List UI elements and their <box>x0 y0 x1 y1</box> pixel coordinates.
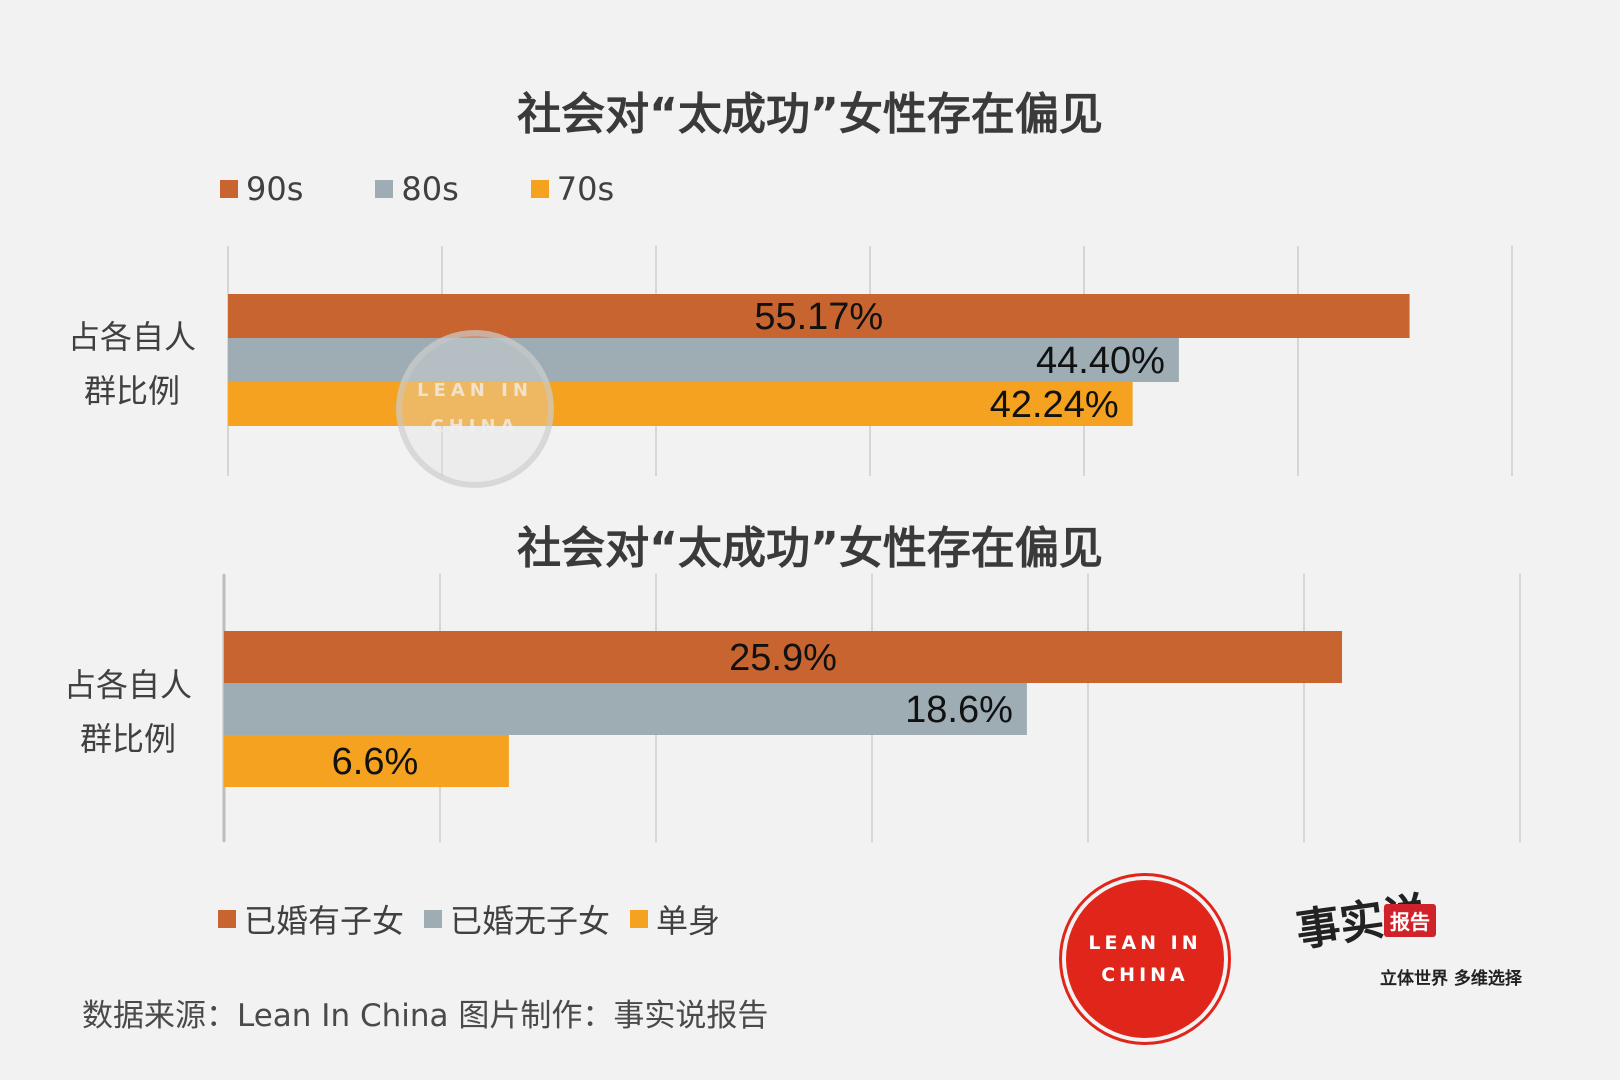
bar-value-label: 6.6% <box>332 741 419 783</box>
bar-value-label: 44.40% <box>1036 340 1165 382</box>
legend-label-90s: 90s <box>246 170 304 208</box>
legend-item-married-with-children: 已婚有子女 <box>218 896 404 942</box>
lean-in-china-logo: LEAN IN CHINA <box>1066 880 1224 1038</box>
legend-top: 90s 80s 70s <box>220 170 686 208</box>
category-label-line1: 占各自人 <box>63 666 192 704</box>
bar-90s <box>228 294 1410 338</box>
bar-已婚无子女 <box>224 683 1027 735</box>
category-label-top: 占各自人 群比例 <box>62 310 202 418</box>
legend-swatch-70s <box>530 180 549 198</box>
legend-item-70s: 70s <box>530 170 615 208</box>
legend-item-single: 单身 <box>630 896 720 942</box>
bar-70s <box>228 382 1133 426</box>
lean-in-logo-line1: LEAN IN <box>1088 932 1202 954</box>
legend-label-70s: 70s <box>556 170 615 208</box>
legend-swatch-married-with-children <box>218 910 236 928</box>
lean-in-watermark: LEAN IN CHINA <box>396 330 554 488</box>
data-source-text: 数据来源：Lean In China 图片制作：事实说报告 <box>82 998 769 1034</box>
category-label-line2: 群比例 <box>79 720 176 758</box>
legend-label-married-with-children: 已婚有子女 <box>244 902 405 940</box>
chart-title-bottom: 社会对“太成功”女性存在偏见 <box>517 523 1103 574</box>
legend-label-single: 单身 <box>656 902 721 940</box>
category-label-line1: 占各自人 <box>67 318 196 356</box>
watermark-text-line1: LEAN IN <box>417 380 533 401</box>
legend-label-married-no-children: 已婚无子女 <box>450 902 611 940</box>
bar-单身 <box>224 735 509 787</box>
watermark-text-line2: CHINA <box>430 416 520 437</box>
shishishuo-brand-logo: 事实说 报告 立体世界 多维选择 <box>1293 888 1526 1020</box>
legend-swatch-married-no-children <box>424 910 443 928</box>
bar-value-label: 55.17% <box>754 296 883 338</box>
lean-in-logo-line2: CHINA <box>1101 964 1189 986</box>
bar-chart-age-groups: 55.17% 44.40%42.24% <box>227 246 1513 476</box>
legend-label-80s: 80s <box>401 170 459 208</box>
brand-badge: 报告 <box>1384 904 1436 937</box>
legend-item-80s: 80s <box>375 170 459 208</box>
bar-chart-marital-status: 25.9% 18.6% 6.6% <box>222 574 1521 842</box>
brand-slogan: 立体世界 多维选择 <box>1380 969 1522 989</box>
bar-80s <box>228 338 1179 382</box>
legend-bottom: 已婚有子女 已婚无子女 单身 <box>218 896 740 942</box>
bar-value-label: 18.6% <box>905 689 1013 731</box>
legend-swatch-80s <box>375 180 394 198</box>
bar-已婚有子女 <box>224 631 1343 683</box>
legend-swatch-single <box>630 910 649 928</box>
category-label-bottom: 占各自人 群比例 <box>58 658 198 766</box>
legend-item-90s: 90s <box>220 170 303 208</box>
category-label-line2: 群比例 <box>83 372 180 410</box>
chart-title-top: 社会对“太成功”女性存在偏见 <box>517 89 1103 140</box>
bar-value-label: 42.24% <box>990 384 1119 426</box>
legend-swatch-90s <box>220 180 238 198</box>
bar-value-label: 25.9% <box>729 637 837 679</box>
legend-item-married-no-children: 已婚无子女 <box>424 896 610 942</box>
